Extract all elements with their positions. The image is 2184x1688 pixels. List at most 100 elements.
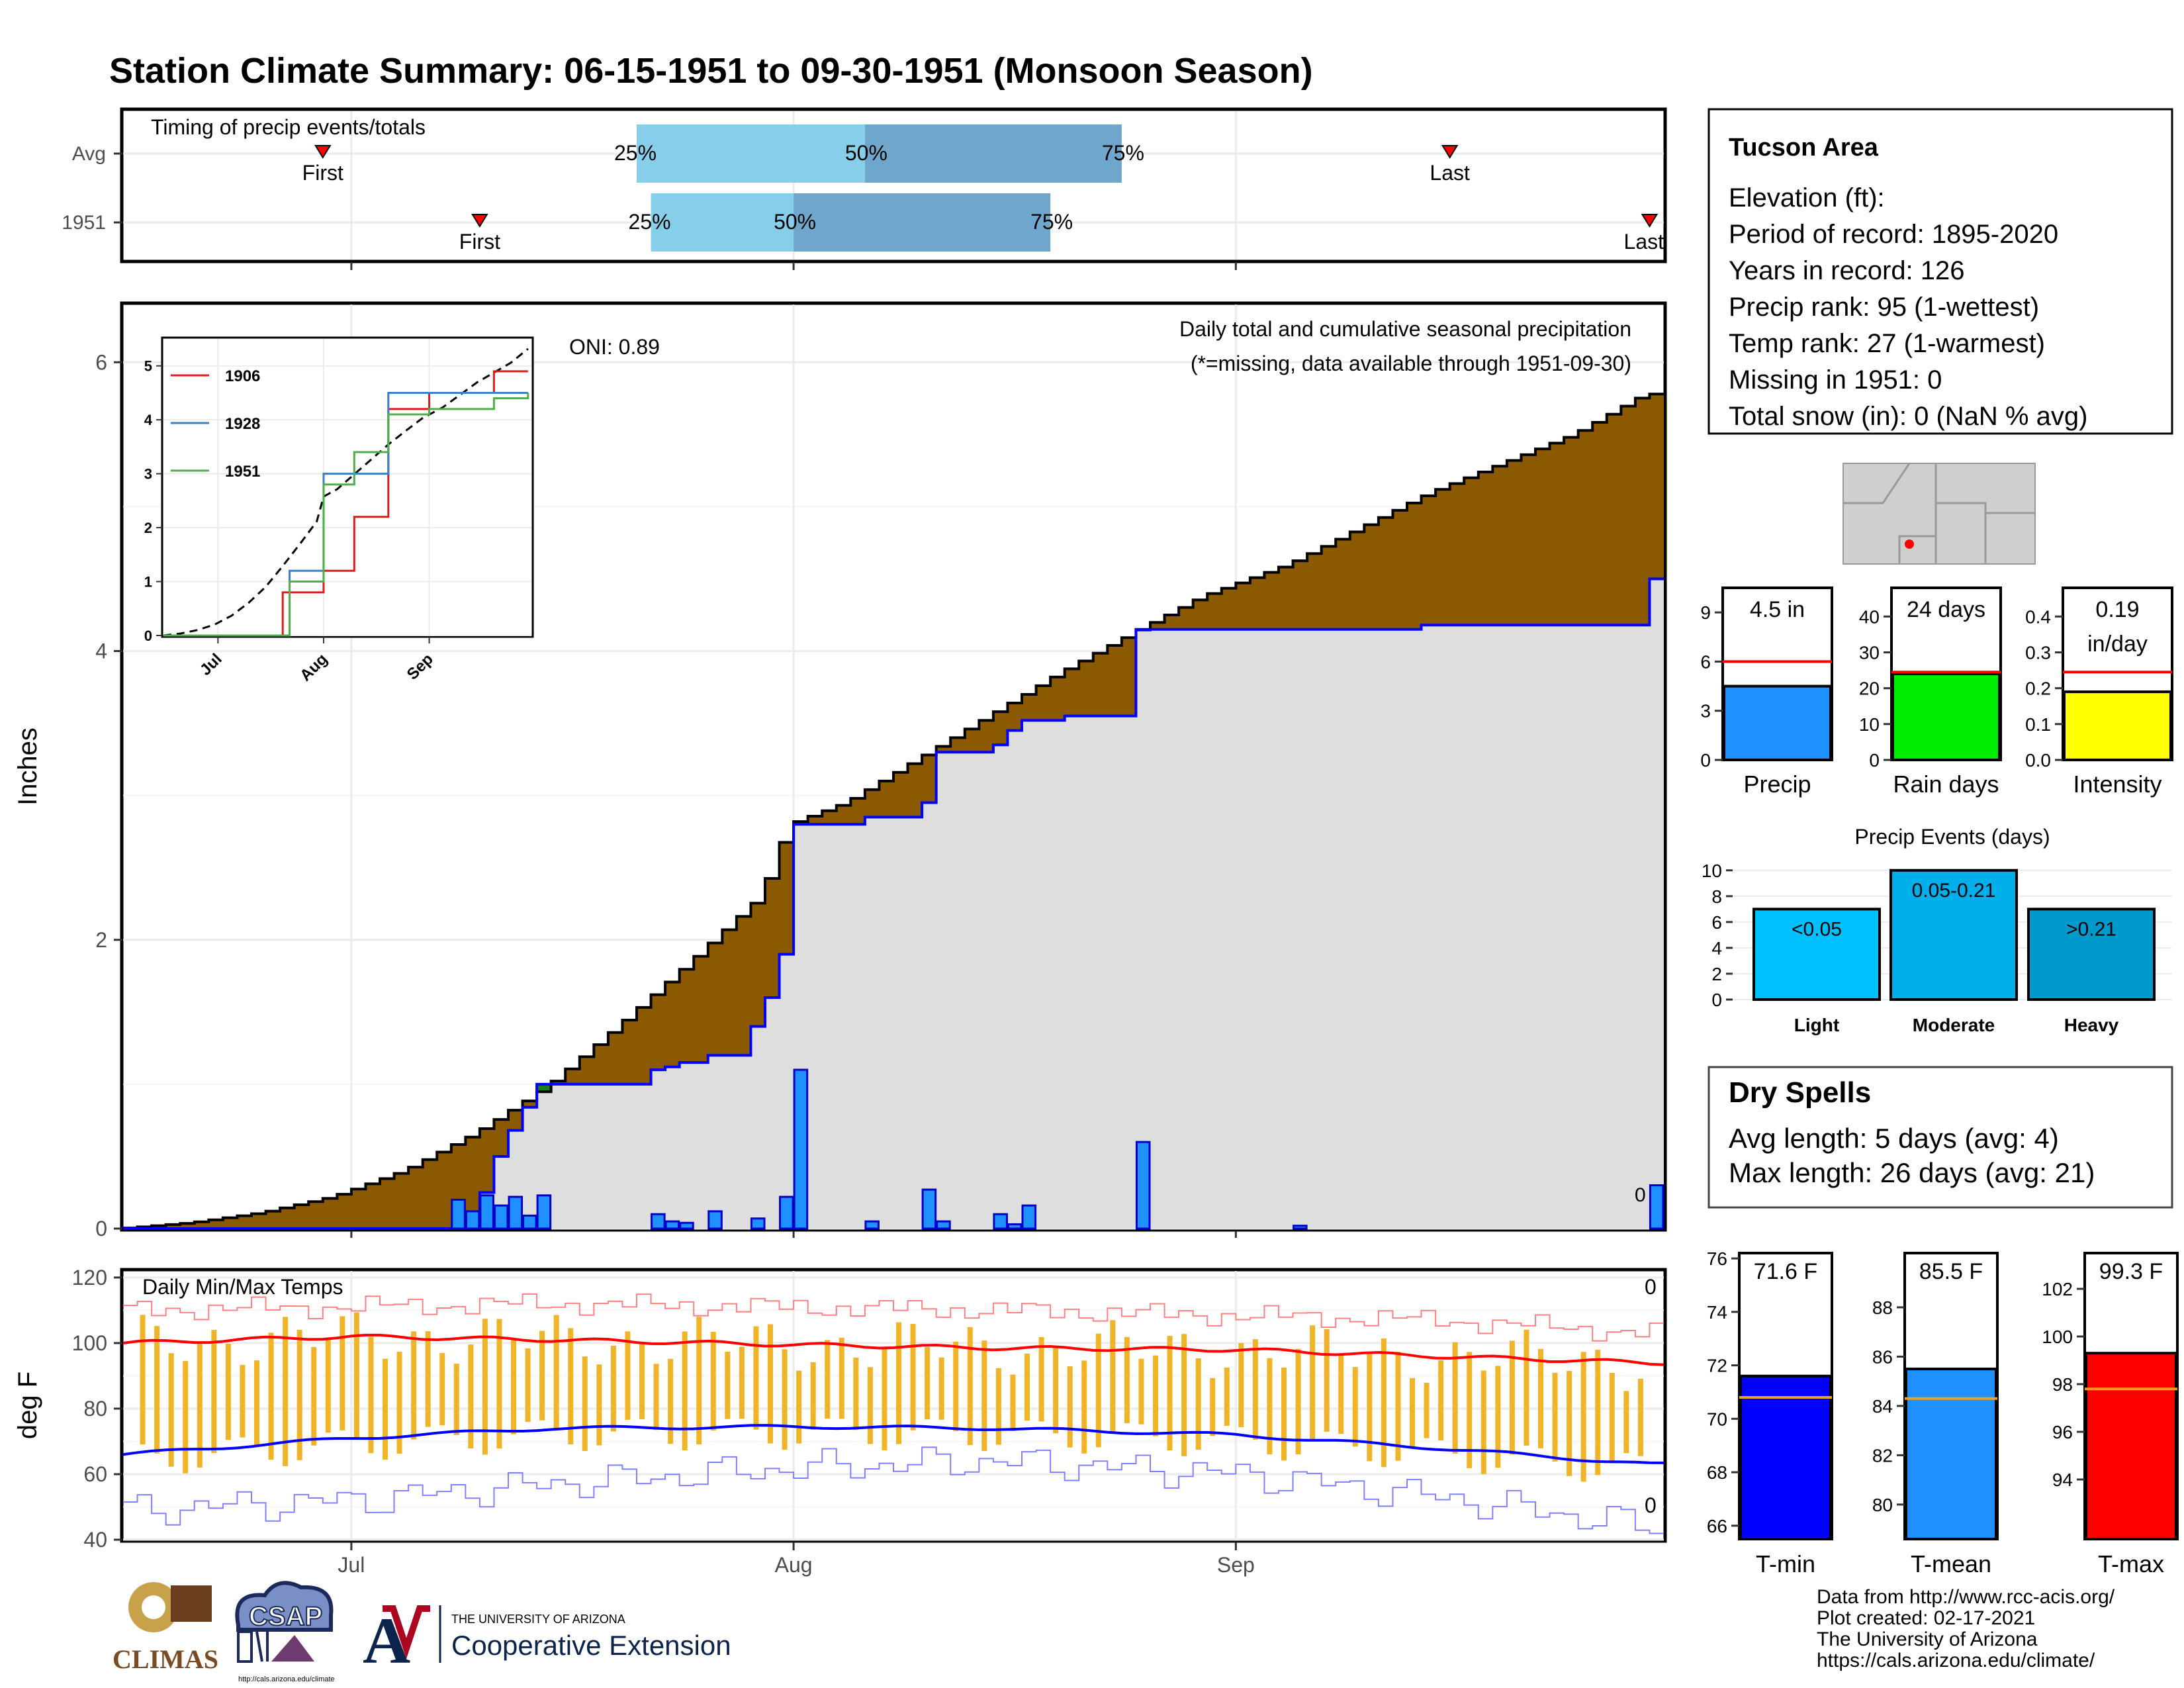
daily-temp-range-bar <box>810 1362 816 1430</box>
daily-precip-bar <box>479 1194 494 1230</box>
daily-precip-bar <box>465 1210 480 1230</box>
temp-bar-tick-label: 98 <box>2052 1374 2073 1395</box>
events-y-tick-label: 8 <box>1711 886 1722 907</box>
daily-temp-range-bar <box>1381 1338 1387 1468</box>
daily-temp-range-bar <box>539 1331 545 1421</box>
mini-bar-tick-label: 10 <box>1859 714 1880 735</box>
timing-label-50: 50% <box>774 210 816 234</box>
daily-temp-range-bar <box>710 1331 716 1431</box>
timing-panel: Timing of precip events/totals Avg 1951 … <box>62 107 1667 270</box>
mini-bar-tick-label: 0.0 <box>2025 750 2051 771</box>
daily-temp-range-bar <box>340 1316 345 1430</box>
daily-temp-range-bar <box>1552 1372 1558 1462</box>
station-info-line: Period of record: 1895-2020 <box>1729 220 2058 249</box>
daily-temp-range-bar <box>896 1322 901 1444</box>
events-x-label: Light <box>1794 1015 1839 1035</box>
timing-marker-first <box>314 145 332 159</box>
daily-temp-range-bar <box>1338 1354 1344 1434</box>
events-bar-light <box>1752 908 1881 1002</box>
temp-bar-tick-label: 102 <box>2042 1279 2073 1299</box>
daily-precip-bar <box>864 1220 880 1230</box>
timing-marker-last <box>1441 145 1459 159</box>
daily-temp-range-bar <box>1067 1366 1073 1448</box>
daily-precip-bar <box>508 1196 523 1230</box>
daily-temp-range-bar <box>1367 1352 1373 1462</box>
temp-bar-value <box>1739 1374 1832 1541</box>
climas-logo-text: CLIMAS <box>113 1644 218 1674</box>
mini-bar-tick-label: 0.4 <box>2025 606 2051 627</box>
daily-temp-range-bar <box>981 1340 987 1452</box>
daily-temp-range-bar <box>1623 1391 1629 1454</box>
daily-temp-range-bar <box>368 1336 374 1454</box>
daily-temp-range-bar <box>1637 1378 1643 1456</box>
mini-bar-tick-label: 0 <box>1700 750 1711 771</box>
daily-temp-range-bar <box>1609 1373 1615 1462</box>
daily-temp-range-bar <box>925 1347 931 1420</box>
timing-label-first: First <box>302 161 343 185</box>
daily-temp-range-bar <box>411 1331 417 1440</box>
daily-temp-range-bar <box>225 1343 231 1440</box>
avg-cumulative-line <box>123 393 1664 1230</box>
daily-temp-range-bar <box>1538 1348 1543 1448</box>
daily-temp-range-bar <box>511 1340 516 1434</box>
timing-row-label-1951: 1951 <box>62 212 106 234</box>
inset-y-tick-label: 1 <box>144 574 152 590</box>
daily-temp-range-bar <box>1181 1334 1187 1456</box>
daily-precip-bar <box>779 1196 794 1230</box>
daily-temp-range-bar <box>183 1361 189 1474</box>
daily-temp-range-bar <box>1495 1366 1501 1468</box>
daily-temp-range-bar <box>1524 1329 1529 1446</box>
station-info-line: Temp rank: 27 (1-warmest) <box>1729 329 2045 358</box>
temp-bar-value <box>1905 1368 1997 1540</box>
observed-cumulative-line <box>123 577 1664 1230</box>
mini-bar-value <box>1723 684 1832 761</box>
csap-logo-url: http://cals.arizona.edu/climate <box>238 1675 335 1683</box>
events-y-tick-label: 2 <box>1711 964 1722 984</box>
events-bar-heavy <box>2027 908 2156 1002</box>
csap-logo: CSAP http://cals.arizona.edu/climate <box>235 1581 335 1683</box>
timing-bar-25-50 <box>637 124 865 183</box>
timing-label-50: 50% <box>845 141 887 165</box>
daily-temp-range-bar <box>1281 1367 1287 1461</box>
footer-credits: Data from http://www.rcc-acis.org/ Plot … <box>1817 1586 2115 1671</box>
daily-temp-range-bar <box>768 1324 773 1444</box>
timing-label-25: 25% <box>629 210 671 234</box>
events-bar-range: 0.05-0.21 <box>1912 880 1996 902</box>
daily-temp-range-bar <box>739 1346 745 1419</box>
ua-logo: A THE UNIVERSITY OF ARIZONA Cooperative … <box>363 1604 731 1677</box>
precip-y-tick-label: 0 <box>95 1217 107 1241</box>
daily-temp-range-bar <box>596 1364 602 1446</box>
timing-bar-50-75 <box>794 193 1051 252</box>
daily-precip-bar <box>1007 1223 1023 1230</box>
daily-temp-range-bar <box>610 1345 616 1432</box>
daily-temp-range-bar <box>1310 1325 1316 1442</box>
mini-bar-tick-label: 0.2 <box>2025 679 2051 699</box>
daily-temp-range-bar <box>1395 1351 1401 1461</box>
daily-temp-range-bar <box>1267 1358 1273 1455</box>
timing-label-75: 75% <box>1102 141 1144 165</box>
daily-precip-bar <box>679 1221 694 1230</box>
timing-bar-25-50 <box>651 193 794 252</box>
station-info-line: Missing in 1951: 0 <box>1729 365 1942 395</box>
temp-y-tick-label: 40 <box>83 1528 107 1552</box>
inset-legend-label: 1928 <box>225 415 260 433</box>
inset-y-tick-label: 4 <box>144 412 153 428</box>
daily-temp-range-bar <box>254 1360 259 1447</box>
events-bar-range: <0.05 <box>1792 918 1842 940</box>
precip-y-tick-label: 6 <box>95 350 107 374</box>
daily-temp-range-bar <box>839 1337 844 1419</box>
daily-temp-range-bar <box>653 1364 659 1430</box>
daily-temp-range-bar <box>796 1370 802 1444</box>
precip-missing-marker: 0 <box>1635 1184 1646 1206</box>
temp-bar-tick-label: 86 <box>1872 1346 1893 1367</box>
daily-precip-bar <box>664 1220 680 1230</box>
daily-temp-range-bar <box>1438 1360 1444 1441</box>
csap-logo-text: CSAP <box>249 1602 322 1631</box>
events-y-tick-label: 10 <box>1702 861 1722 881</box>
temp-bar-value-label: 71.6 F <box>1754 1259 1817 1284</box>
daily-temp-range-bar <box>439 1352 445 1426</box>
station-info-box: Tucson Area Elevation (ft): Period of rec… <box>1707 108 2173 435</box>
daily-temp-range-bar <box>197 1342 203 1468</box>
events-y-tick-label: 6 <box>1711 912 1722 933</box>
timing-label-last: Last <box>1624 230 1664 254</box>
